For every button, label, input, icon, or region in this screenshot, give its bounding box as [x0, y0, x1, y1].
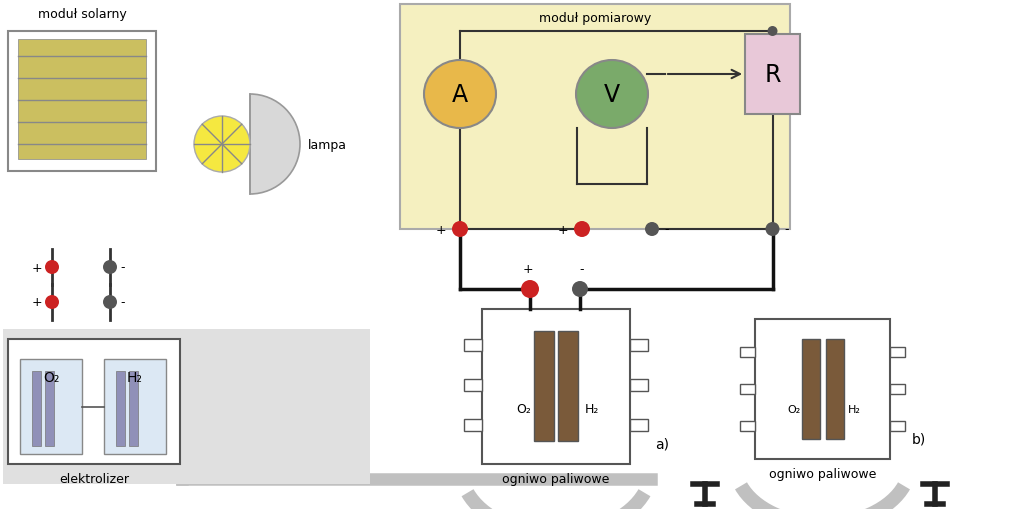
- Bar: [630, 419, 648, 431]
- Bar: [32, 371, 41, 446]
- Circle shape: [452, 221, 468, 238]
- Circle shape: [103, 295, 117, 309]
- Text: V: V: [604, 83, 621, 107]
- Text: a): a): [655, 437, 669, 451]
- Text: -: -: [120, 261, 125, 274]
- Text: b): b): [912, 432, 927, 446]
- Bar: [755, 319, 890, 459]
- Bar: [890, 384, 905, 394]
- Bar: [18, 40, 146, 160]
- Text: A: A: [452, 83, 468, 107]
- Bar: [3, 329, 370, 484]
- Text: -: -: [784, 223, 790, 236]
- Text: moduł pomiarowy: moduł pomiarowy: [539, 12, 651, 25]
- Bar: [20, 359, 82, 454]
- Bar: [116, 371, 125, 446]
- Text: -: -: [580, 263, 585, 275]
- Text: moduł solarny: moduł solarny: [38, 8, 126, 21]
- Text: elektrolizer: elektrolizer: [59, 472, 129, 485]
- Circle shape: [45, 261, 59, 274]
- Circle shape: [766, 222, 779, 237]
- Bar: [104, 359, 166, 454]
- Text: -: -: [120, 296, 125, 309]
- Text: H₂: H₂: [585, 403, 599, 416]
- Ellipse shape: [424, 61, 496, 129]
- Bar: [802, 340, 820, 439]
- Wedge shape: [250, 95, 300, 194]
- Text: ogniwo paliwowe: ogniwo paliwowe: [769, 467, 877, 480]
- Bar: [630, 379, 648, 391]
- Bar: [740, 384, 755, 394]
- Bar: [826, 340, 844, 439]
- Ellipse shape: [575, 61, 648, 129]
- Text: R: R: [764, 63, 780, 87]
- Bar: [630, 340, 648, 351]
- Circle shape: [574, 221, 590, 238]
- Text: lampa: lampa: [308, 138, 347, 151]
- Text: O₂: O₂: [43, 370, 59, 384]
- Bar: [482, 309, 630, 464]
- Bar: [890, 347, 905, 357]
- Text: ogniwo paliwowe: ogniwo paliwowe: [503, 472, 609, 485]
- Bar: [464, 340, 482, 351]
- Bar: [129, 371, 138, 446]
- Text: O₂: O₂: [516, 403, 531, 416]
- Bar: [8, 32, 156, 172]
- Circle shape: [103, 261, 117, 274]
- Bar: [558, 331, 578, 441]
- Bar: [8, 340, 180, 464]
- Circle shape: [45, 295, 59, 309]
- Bar: [740, 421, 755, 431]
- Circle shape: [768, 27, 777, 37]
- Text: +: +: [557, 223, 568, 236]
- Text: +: +: [32, 296, 42, 309]
- Bar: [400, 5, 790, 230]
- Text: +: +: [435, 223, 446, 236]
- Text: -: -: [664, 223, 669, 236]
- Circle shape: [572, 281, 588, 297]
- Bar: [464, 379, 482, 391]
- Text: +: +: [522, 263, 534, 275]
- Bar: [534, 331, 554, 441]
- Text: +: +: [32, 261, 42, 274]
- Text: H₂: H₂: [127, 370, 143, 384]
- Bar: [464, 419, 482, 431]
- Bar: [890, 421, 905, 431]
- Circle shape: [521, 280, 539, 298]
- Text: O₂: O₂: [787, 404, 801, 414]
- Bar: [740, 347, 755, 357]
- Circle shape: [194, 117, 250, 173]
- Circle shape: [645, 222, 659, 237]
- Text: H₂: H₂: [848, 404, 860, 414]
- Bar: [745, 35, 800, 115]
- Bar: [45, 371, 54, 446]
